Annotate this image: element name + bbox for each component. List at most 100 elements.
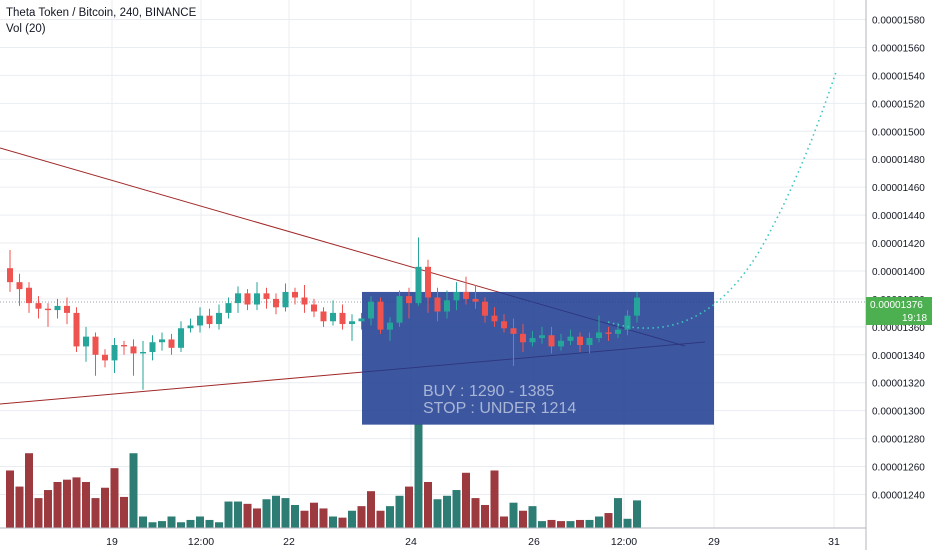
candle-body (529, 338, 536, 343)
y-tick-label: 0.00001500 (872, 127, 925, 138)
candle-body (434, 297, 441, 312)
candle-body (149, 342, 156, 352)
candle-body (111, 345, 118, 361)
x-tick-label: 26 (528, 536, 540, 548)
candle-body (216, 312, 222, 325)
volume-bar (595, 516, 603, 528)
y-tick-label: 0.00001360 (872, 323, 925, 334)
candle-body (387, 322, 393, 330)
volume-bar (433, 499, 442, 528)
volume-bar (376, 510, 385, 528)
volume-bar (490, 470, 499, 528)
volume-bar (186, 519, 195, 528)
volume-bar (281, 498, 290, 528)
volume-bar (414, 424, 423, 528)
candle-body (558, 340, 564, 347)
volume-bar (177, 522, 185, 528)
candle-body (349, 321, 355, 325)
price-badge (866, 297, 932, 325)
candle-body (415, 266, 422, 304)
volume-bar (167, 516, 176, 528)
volume-bar (234, 501, 242, 528)
volume-bar (623, 518, 632, 528)
y-tick-label: 0.00001340 (872, 351, 925, 362)
volume-bar (253, 508, 261, 528)
volume-bar (462, 472, 470, 528)
volume-bar (272, 495, 280, 528)
volume-bar (509, 502, 518, 528)
candle-body (292, 291, 298, 298)
candle-body (453, 291, 460, 301)
candle-body (130, 346, 137, 354)
volume-bar (25, 453, 33, 528)
candle-body (586, 338, 593, 346)
candle-body (377, 301, 384, 330)
volume-bar (395, 495, 404, 528)
volume-bars (6, 424, 641, 528)
candle-body (235, 293, 241, 304)
volume-bar (481, 504, 489, 528)
candle-body (83, 336, 89, 347)
volume-bar (15, 486, 24, 528)
volume-bar (633, 500, 641, 528)
buy-range-text: BUY : 1290 - 1385 (423, 383, 554, 400)
candle-body (577, 336, 583, 346)
volume-bar (300, 510, 309, 528)
x-tick-label: 12:00 (611, 536, 637, 548)
volume-bar (101, 487, 109, 528)
labels: Theta Token / Bitcoin, 240, BINANCE Vol … (6, 7, 932, 417)
candle-body (510, 328, 517, 334)
y-tick-label: 0.00001520 (872, 99, 925, 110)
volume-bar (6, 470, 14, 528)
candle-body (282, 291, 289, 308)
buy-zone (362, 291, 714, 425)
volume-bar (224, 501, 233, 528)
x-tick-label: 12:00 (188, 536, 214, 548)
volume-bar (72, 477, 81, 528)
candle-body (320, 311, 327, 322)
volume-bar (243, 503, 252, 528)
candle-body (539, 335, 545, 339)
projection-curve (607, 71, 837, 329)
y-tick-label: 0.00001580 (872, 16, 925, 27)
volume-bar (34, 498, 43, 528)
candle-body (7, 268, 13, 283)
volume-bar (424, 481, 432, 528)
volume-bar (262, 499, 271, 528)
projection-path (607, 71, 837, 329)
candle-body (358, 318, 365, 322)
volume-bar (614, 498, 622, 528)
y-tick-label: 0.00001480 (872, 155, 925, 166)
candle-body (368, 301, 374, 319)
candle-body (197, 315, 203, 326)
x-tick-label: 24 (405, 536, 417, 548)
volume-bar (329, 516, 337, 528)
y-tick-label: 0.00001300 (872, 407, 925, 418)
candle-body (225, 303, 232, 313)
volume-bar (604, 513, 613, 528)
volume-bar (110, 468, 119, 528)
candle-body (425, 266, 431, 298)
volume-bar (129, 453, 138, 528)
candle-body (463, 291, 469, 299)
y-tick-label: 0.00001460 (872, 183, 925, 194)
y-tick-label: 0.00001260 (872, 463, 925, 474)
volume-bar (291, 504, 299, 528)
y-tick-label: 0.00001540 (872, 71, 925, 82)
volume-bar (91, 498, 100, 528)
y-tick-label: 0.00001420 (872, 239, 925, 250)
volume-bar (471, 498, 480, 528)
volume-bar (585, 519, 594, 528)
candle-body (567, 336, 574, 341)
x-tick-label: 29 (708, 536, 720, 548)
volume-bar (120, 496, 128, 528)
volume-bar (205, 519, 214, 528)
candle-body (35, 303, 42, 309)
candle-body (472, 298, 479, 302)
volume-bar (319, 508, 328, 528)
candle-body (121, 345, 127, 347)
candle-body (140, 352, 146, 354)
y-tick-label: 0.00001560 (872, 43, 925, 54)
